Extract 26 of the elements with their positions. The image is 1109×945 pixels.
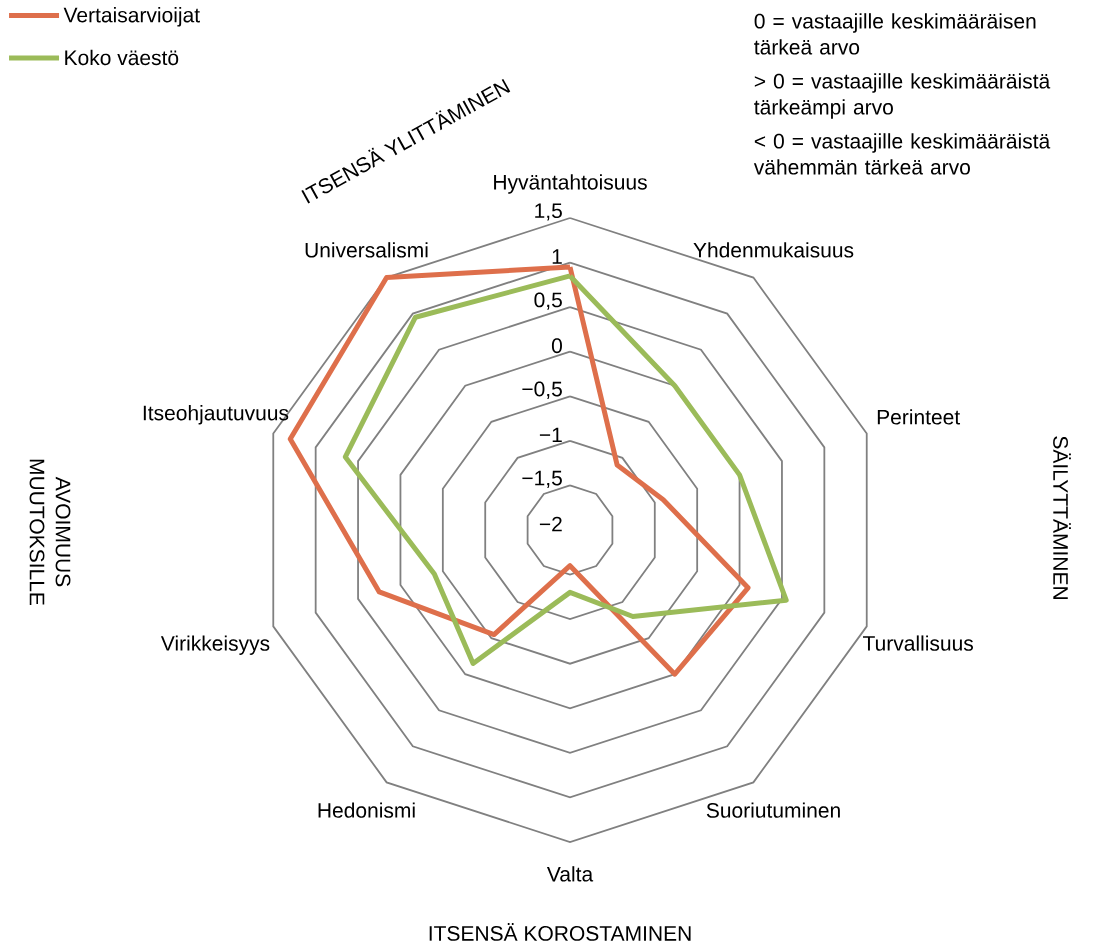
text: < 0 = vastaajille keskimääräistä vähemmän tärkeä arvo: [753, 133, 1051, 175]
spoke-label: Suoriutuminen: [706, 802, 840, 818]
text: ITSENSÄ KOROSTAMINEN: [429, 923, 691, 941]
spoke-label: Virikkeisyys: [160, 635, 270, 655]
text: AVOIMUUS MUUTOKSILLE: [29, 459, 71, 605]
y-tick-label: 0: [551, 338, 562, 354]
y-tick-label: −1: [539, 427, 562, 443]
y-tick-label: 0,5: [534, 292, 562, 310]
text: > 0 = vastaajille keskimääräistä tärkeämpi arvo: [754, 73, 1051, 119]
y-tick-label: −0,5: [522, 381, 562, 399]
y-tick-label: −1,5: [522, 470, 562, 488]
text: 0 = vastaajille keskimääräisen tärkeä arvo: [754, 13, 1036, 55]
spoke-label: Turvallisuus: [863, 635, 974, 651]
spoke-label: Valta: [546, 866, 594, 882]
y-tick-label: −2: [539, 516, 562, 532]
text: SÄILYTTÄMINEN: [1053, 436, 1071, 599]
spoke-label: Itseohjautuvuus: [143, 405, 289, 425]
spoke-label: Universalismi: [305, 242, 428, 258]
y-tick-label: 1,5: [535, 203, 562, 221]
spoke-label: Perinteet: [877, 409, 961, 425]
spoke-label: Yhdenmukaisuus: [693, 242, 854, 258]
legend-label: Vertaisarvioijat: [63, 7, 200, 27]
spoke-label: Hyväntahtoisuus: [494, 174, 647, 194]
legend-label: Koko väestö: [65, 49, 179, 66]
spoke-label: Hedonismi: [318, 802, 415, 818]
y-tick-label: 1: [552, 249, 562, 264]
